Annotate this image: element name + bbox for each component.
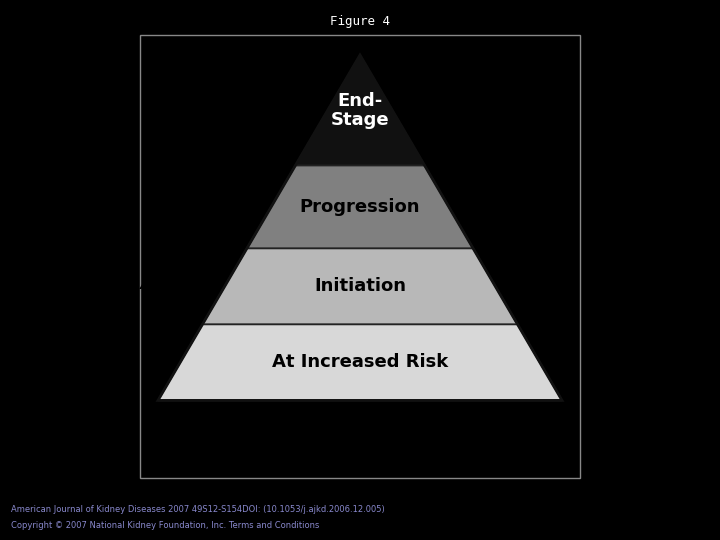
Text: Initiation: Initiation bbox=[314, 278, 406, 295]
Polygon shape bbox=[295, 55, 425, 166]
Text: End-
Stage: End- Stage bbox=[330, 92, 390, 129]
Text: American Journal of Kidney Diseases 2007 49S12-S154DOI: (10.1053/j.ajkd.2006.12.: American Journal of Kidney Diseases 2007… bbox=[11, 505, 384, 514]
Text: CKD: CKD bbox=[158, 44, 223, 72]
Text: Progression: Progression bbox=[300, 198, 420, 216]
Text: Albuminuria: Albuminuria bbox=[140, 281, 216, 292]
Text: Heart Failure: Heart Failure bbox=[401, 105, 482, 115]
Text: Decreased GFR: Decreased GFR bbox=[167, 202, 262, 212]
Polygon shape bbox=[202, 248, 518, 325]
Text: Kidney Failure: Kidney Failure bbox=[230, 105, 319, 115]
Text: CVD: CVD bbox=[497, 44, 562, 72]
Text: Copyright © 2007 National Kidney Foundation, Inc. Terms and Conditions: Copyright © 2007 National Kidney Foundat… bbox=[11, 521, 319, 530]
Text: Figure 4: Figure 4 bbox=[330, 15, 390, 28]
Text: HTN, Age, Family History: HTN, Age, Family History bbox=[290, 451, 430, 461]
Polygon shape bbox=[158, 325, 562, 401]
Polygon shape bbox=[247, 166, 473, 248]
Text: At Increased Risk: At Increased Risk bbox=[272, 353, 448, 372]
Text: CVD Events: CVD Events bbox=[458, 202, 530, 212]
Text: CAD, LVH: CAD, LVH bbox=[504, 281, 562, 292]
Text: DIABETES: DIABETES bbox=[325, 414, 395, 427]
